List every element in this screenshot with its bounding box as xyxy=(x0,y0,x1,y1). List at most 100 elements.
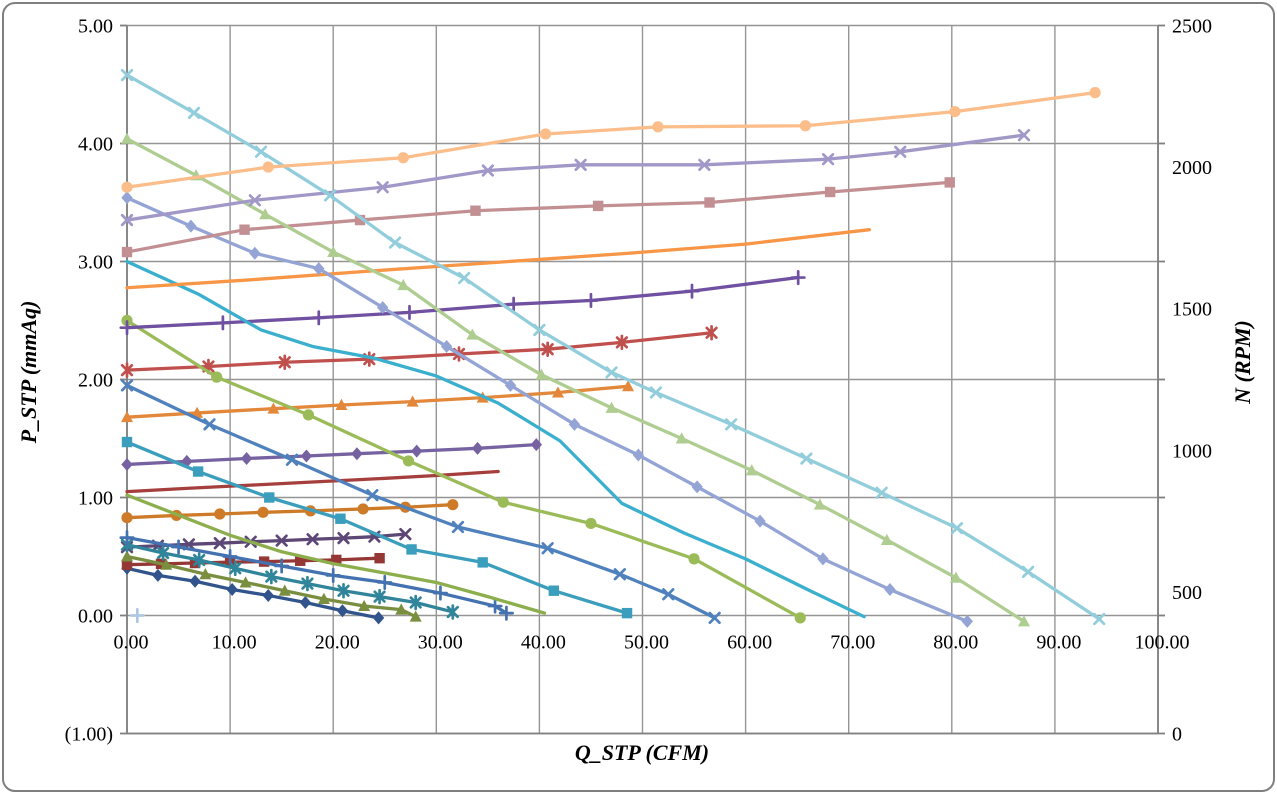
marker-square xyxy=(824,186,836,198)
series-N12 xyxy=(121,87,1101,193)
marker-triangle xyxy=(335,398,348,410)
marker-x xyxy=(662,588,675,601)
marker-x xyxy=(376,181,389,194)
marker-plus xyxy=(790,269,806,286)
series-P8 xyxy=(121,314,806,624)
marker-triangle xyxy=(191,406,204,418)
series-line-N10 xyxy=(125,180,952,254)
marker-square xyxy=(477,557,488,568)
marker-plus xyxy=(401,304,418,320)
series-line-N12 xyxy=(125,90,1097,189)
marker-diamond xyxy=(691,480,703,494)
marker-x xyxy=(203,418,216,431)
marker-triangle xyxy=(1017,615,1030,627)
marker-plus xyxy=(583,292,599,309)
marker-diamond xyxy=(300,449,313,463)
marker-asterisk xyxy=(615,334,629,351)
marker-circle xyxy=(121,181,133,193)
x-tick-label: 90.00 xyxy=(1036,632,1081,654)
marker-square xyxy=(548,585,560,596)
marker-x xyxy=(950,522,964,535)
marker-square xyxy=(295,555,306,566)
y-left-tick-label: 1.00 xyxy=(78,488,113,510)
marker-x xyxy=(698,158,711,171)
marker-x xyxy=(875,486,888,499)
marker-triangle xyxy=(327,245,340,258)
y-left-tick-label: 0.00 xyxy=(78,606,113,628)
series-N4 xyxy=(125,469,500,494)
marker-diamond xyxy=(817,552,829,566)
marker-asterisk xyxy=(373,588,386,605)
series-P9 xyxy=(125,259,866,619)
marker-triangle xyxy=(409,610,422,622)
series-P10 xyxy=(121,191,973,628)
marker-triangle xyxy=(406,395,419,407)
series-line-P6 xyxy=(125,440,629,615)
marker-diamond xyxy=(262,588,274,602)
marker-circle xyxy=(688,553,700,565)
marker-plus xyxy=(432,585,448,601)
marker-diamond xyxy=(181,454,193,468)
marker-triangle xyxy=(259,208,272,220)
series-P3 xyxy=(120,536,459,620)
marker-triangle xyxy=(121,550,133,562)
marker-diamond xyxy=(351,447,363,461)
marker-diamond xyxy=(226,583,238,597)
marker-x xyxy=(725,418,738,431)
marker-circle xyxy=(585,517,597,530)
marker-diamond xyxy=(121,457,133,471)
x-axis-title: Q_STP (CFM) xyxy=(575,740,709,765)
series-P6 xyxy=(121,436,633,619)
marker-diamond xyxy=(632,448,645,462)
series-line-N6 xyxy=(125,384,630,419)
y-right-tick-label: 2000 xyxy=(1172,157,1212,179)
series-line-N3 xyxy=(125,503,455,520)
marker-plus xyxy=(487,598,503,614)
series-N8 xyxy=(119,269,806,336)
marker-circle xyxy=(357,503,369,515)
marker-x xyxy=(388,236,402,249)
marker-circle xyxy=(121,512,133,524)
series-N9 xyxy=(125,228,871,290)
marker-x xyxy=(708,611,721,625)
marker-x xyxy=(457,271,471,285)
marker-circle xyxy=(262,161,274,173)
marker-diamond xyxy=(530,438,543,452)
marker-triangle xyxy=(239,576,252,588)
marker-triangle xyxy=(551,386,564,398)
marker-circle xyxy=(652,121,664,133)
marker-circle xyxy=(211,371,223,383)
marker-diamond xyxy=(313,262,325,276)
y-left-axis-title: P_STP (mmAq) xyxy=(16,301,41,445)
series-line-N7 xyxy=(125,331,714,372)
marker-asterisk xyxy=(301,575,314,592)
y-left-tick-label: 4.00 xyxy=(78,134,113,156)
marker-circle xyxy=(949,105,961,118)
series-line-P11 xyxy=(125,137,1026,624)
marker-circle xyxy=(214,508,226,520)
marker-asterisk xyxy=(193,552,206,568)
x-tick-label: 70.00 xyxy=(830,632,875,654)
marker-plus xyxy=(311,310,327,326)
marker-asterisk xyxy=(705,325,718,341)
series-line-P9 xyxy=(125,259,866,619)
marker-asterisk xyxy=(337,582,350,599)
x-tick-label: 80.00 xyxy=(933,632,978,654)
marker-asterisk xyxy=(541,341,554,357)
series-line-P5 xyxy=(125,493,547,615)
series-P5 xyxy=(125,493,547,615)
series-N5 xyxy=(121,438,543,471)
y-right-tick-label: 0 xyxy=(1172,724,1182,746)
marker-triangle xyxy=(535,368,548,380)
series-line-N4 xyxy=(125,469,500,494)
marker-triangle xyxy=(605,401,618,413)
marker-x xyxy=(285,453,299,466)
marker-circle xyxy=(447,499,459,511)
marker-square xyxy=(944,177,955,188)
marker-triangle xyxy=(358,599,371,612)
data-series xyxy=(119,68,1106,628)
series-N11 xyxy=(120,128,1031,227)
marker-circle xyxy=(539,128,552,140)
marker-diamond xyxy=(299,596,312,610)
